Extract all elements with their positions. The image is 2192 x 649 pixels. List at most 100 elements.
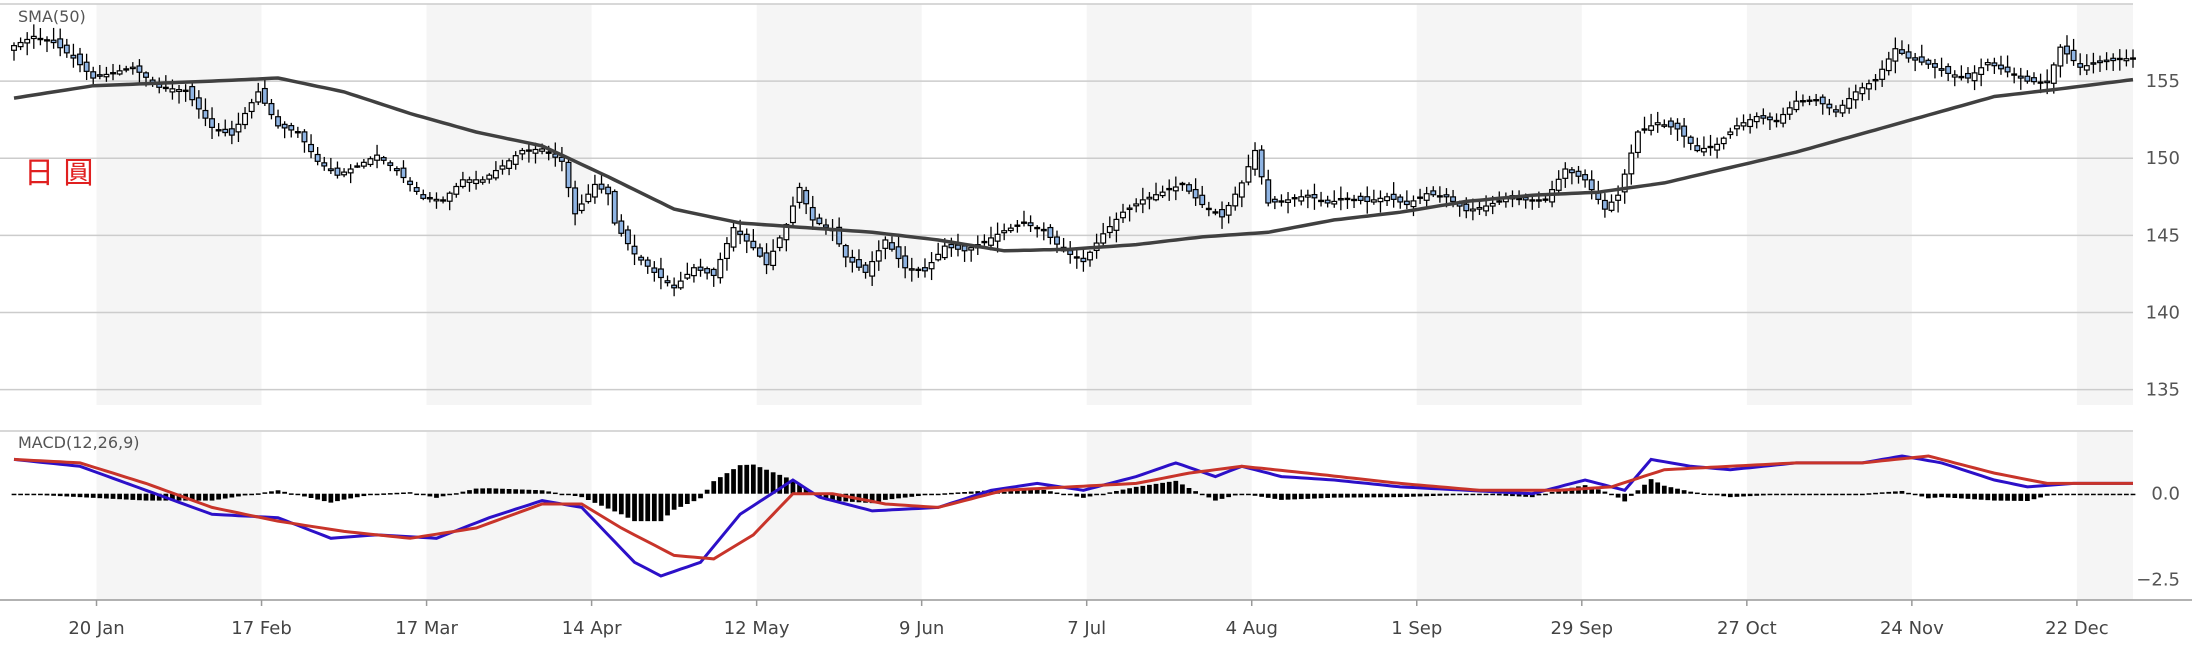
candle — [1034, 226, 1041, 230]
candle — [1667, 120, 1674, 128]
macd-histogram-bar — [519, 489, 525, 494]
macd-histogram-bar — [1780, 493, 1786, 496]
macd-histogram-bar — [1879, 492, 1885, 494]
macd-histogram-bar — [1213, 493, 1218, 501]
candle — [1714, 143, 1721, 151]
macd-histogram-bar — [579, 493, 585, 498]
macd-histogram-bar — [1265, 493, 1271, 498]
macd-histogram-bar — [1345, 493, 1350, 498]
macd-histogram-bar — [552, 492, 558, 495]
candle — [935, 253, 942, 261]
macd-histogram-bar — [1655, 482, 1661, 494]
macd-histogram-bar — [658, 493, 664, 522]
candle — [347, 168, 354, 174]
macd-histogram-bar — [104, 493, 109, 499]
macd-histogram-bar — [1015, 490, 1020, 494]
macd-histogram-bar — [1721, 493, 1727, 497]
time-band — [756, 432, 922, 600]
time-band — [1086, 4, 1252, 405]
candle — [1799, 100, 1806, 103]
macd-histogram-bar — [1219, 493, 1225, 499]
macd-histogram-bar — [882, 493, 888, 500]
candle — [1192, 188, 1199, 199]
macd-histogram-bar — [1668, 487, 1674, 494]
candle — [1984, 62, 1991, 66]
candle — [1760, 115, 1767, 119]
candle — [1562, 168, 1569, 179]
signal-line — [13, 454, 2133, 561]
macd-histogram-bar — [790, 480, 796, 494]
macd-histogram-bar — [1760, 493, 1766, 496]
candle — [1390, 193, 1397, 200]
macd-histogram-bar — [1331, 493, 1337, 498]
candle — [1331, 200, 1338, 205]
macd-histogram-bar — [1873, 492, 1878, 495]
candle — [1707, 145, 1714, 149]
macd-histogram-bar — [137, 493, 142, 501]
macd-histogram-bar — [704, 489, 710, 494]
macd-histogram-bar — [823, 493, 829, 499]
macd-histogram-bar — [473, 488, 479, 494]
macd-histogram-bar — [143, 493, 149, 501]
candle — [2004, 66, 2011, 73]
candle — [275, 116, 282, 127]
macd-histogram-bar — [889, 493, 895, 500]
candle — [1568, 169, 1575, 174]
candle — [1014, 224, 1021, 227]
macd-histogram-bar — [2130, 493, 2136, 496]
candle — [704, 268, 711, 274]
candle — [1634, 131, 1641, 154]
macd-histogram-bar — [236, 493, 241, 497]
macd-histogram-bar — [249, 493, 255, 496]
candle — [1938, 68, 1945, 71]
candle — [123, 68, 130, 71]
candle — [2090, 62, 2097, 65]
candle — [1047, 226, 1054, 239]
candle — [57, 38, 64, 49]
macd-histogram-bar — [354, 493, 360, 498]
candle — [1542, 198, 1549, 201]
candle — [1291, 197, 1298, 200]
macd-histogram-bar — [513, 489, 519, 494]
candle — [869, 260, 876, 277]
candle — [1925, 59, 1932, 65]
macd-histogram-bar — [1774, 493, 1779, 496]
macd-histogram-bar — [1166, 481, 1172, 494]
macd-histogram-bar — [420, 493, 426, 496]
candle — [37, 37, 44, 41]
macd-histogram-bar — [288, 493, 294, 495]
candle — [50, 39, 57, 44]
macd-histogram-bar — [302, 493, 307, 497]
macd-histogram-bar — [1602, 491, 1608, 494]
candle — [545, 151, 552, 154]
candle — [1846, 97, 1853, 109]
candle — [24, 38, 31, 44]
macd-histogram-bar — [1543, 493, 1548, 496]
macd-histogram-bar — [955, 492, 961, 494]
x-axis-label: 17 Feb — [231, 618, 292, 639]
macd-histogram-bar — [1648, 479, 1654, 494]
candle — [796, 186, 803, 203]
macd-histogram-bar — [374, 493, 380, 496]
candle — [301, 131, 308, 143]
macd-histogram-bar — [671, 493, 677, 510]
candle — [1615, 194, 1622, 201]
currency-watermark: 日 圓 — [24, 156, 94, 191]
macd-histogram-bar — [1081, 493, 1086, 498]
candle — [2057, 46, 2064, 67]
candle — [2077, 63, 2084, 68]
macd-histogram-bar — [935, 493, 941, 496]
macd-histogram-bar — [2097, 493, 2103, 496]
candle — [578, 203, 585, 212]
macd-histogram-bar — [229, 493, 235, 498]
sma-line — [13, 76, 2134, 253]
candle — [11, 45, 17, 51]
macd-histogram-bar — [1239, 493, 1245, 496]
candle — [374, 154, 381, 161]
candle — [1535, 199, 1542, 202]
macd-histogram-bar — [2084, 493, 2090, 496]
macd-histogram-bar — [1642, 484, 1647, 494]
time-band — [2076, 432, 2133, 600]
macd-histogram-bar — [1351, 493, 1357, 498]
candle — [1819, 96, 1826, 105]
